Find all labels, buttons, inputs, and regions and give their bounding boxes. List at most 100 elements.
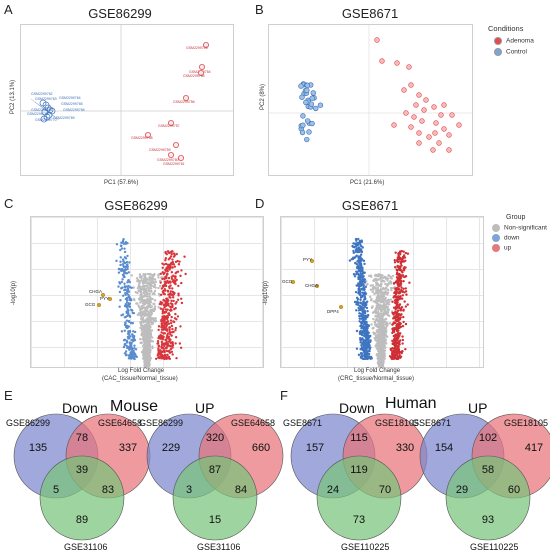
- volcano-point-nonsig: [369, 274, 372, 277]
- pca-b-point-control: [309, 95, 315, 101]
- volcano-point-up: [178, 260, 181, 263]
- venn-region-a: 229: [161, 442, 181, 454]
- volcano-point-up: [171, 258, 174, 261]
- venn-circle-c: [445, 455, 531, 541]
- volcano-point-nonsig: [389, 286, 393, 290]
- volcano-point-up: [171, 287, 174, 290]
- volcano-point-nonsig: [384, 322, 387, 326]
- volcano-point-nonsig: [376, 286, 379, 289]
- volcano-point-down: [353, 275, 357, 278]
- volcano-point-up: [164, 304, 168, 308]
- volcano-point-nonsig: [389, 280, 392, 283]
- volcano-point-up: [172, 255, 176, 258]
- volcano-point-up: [169, 305, 172, 308]
- volcano-point-up: [168, 286, 171, 290]
- volcano-point-nonsig: [145, 318, 149, 321]
- volcano-point-up: [158, 356, 161, 359]
- volcano-point-down: [132, 339, 135, 343]
- volcano-point-nonsig: [386, 322, 389, 325]
- volcano-point-up: [170, 277, 174, 281]
- volcano-point-up: [389, 355, 393, 359]
- pca-b-point-adenoma: [421, 107, 427, 113]
- volcano-point-nonsig: [134, 291, 137, 294]
- volcano-point-nonsig: [374, 314, 378, 318]
- pca-a-blue-leader: [46, 110, 60, 121]
- volcano-point-nonsig: [146, 285, 149, 289]
- venn-region-b: 330: [395, 442, 415, 454]
- pca-a-label-red: GSM2299756: [173, 100, 195, 104]
- legend-group: Group Non-significant down up: [492, 214, 547, 254]
- volcano-point-down: [355, 284, 358, 287]
- volcano-point-up: [184, 272, 187, 276]
- volcano-point-down: [121, 241, 124, 244]
- volcano-point-down: [128, 315, 132, 318]
- legend-item-adenoma: Adenoma: [494, 37, 534, 45]
- volcano-point-up: [396, 357, 400, 361]
- pca-b-point-adenoma: [446, 147, 452, 153]
- volcano-point-down: [125, 319, 129, 322]
- venn-set-label: GSE86299: [6, 418, 51, 428]
- volcano-point-nonsig: [138, 275, 142, 279]
- volcano-point-nonsig: [147, 299, 151, 302]
- volcano-point-nonsig: [377, 304, 380, 307]
- volcano-point-nonsig: [153, 272, 156, 276]
- volcano-point-nonsig: [389, 298, 393, 301]
- volcano-point-nonsig: [375, 283, 379, 286]
- volcano-point-down: [355, 273, 358, 276]
- volcano-annotation-dpp4: DPP4: [327, 309, 339, 314]
- volcano-point-nonsig: [149, 283, 152, 287]
- volcano-point-down: [130, 341, 133, 345]
- volcano-point-up: [165, 276, 168, 280]
- volcano-point-up: [173, 265, 177, 268]
- volcano-point-up: [170, 299, 173, 303]
- volcano-point-up: [156, 341, 160, 345]
- volcano-point-up: [169, 308, 172, 312]
- volcano-point-nonsig: [382, 306, 386, 310]
- volcano-point-down: [127, 271, 131, 274]
- volcano-point-down: [359, 282, 362, 286]
- volcano-point-nonsig: [136, 278, 140, 282]
- volcano-point-nonsig: [153, 307, 156, 310]
- volcano-point-down: [355, 347, 359, 350]
- volcano-point-down: [362, 354, 365, 357]
- venn-direction-title: UP: [195, 400, 215, 416]
- volcano-point-up: [394, 308, 397, 311]
- volcano-point-up: [163, 311, 166, 314]
- volcano-point-down: [357, 309, 361, 312]
- volcano-point-nonsig: [139, 291, 143, 294]
- volcano-point-down: [359, 263, 363, 267]
- venn-region-ab: 78: [75, 432, 89, 444]
- volcano-point-up: [170, 315, 173, 319]
- volcano-point-nonsig: [132, 286, 135, 289]
- volcano-point-annotated: [107, 296, 112, 301]
- volcano-point-nonsig: [151, 297, 154, 301]
- pca-b-point-control: [306, 129, 312, 135]
- volcano-point-up: [397, 351, 401, 354]
- legend-conditions-title: Conditions: [488, 24, 524, 33]
- volcano-point-up: [159, 336, 163, 340]
- volcano-point-down: [366, 337, 369, 341]
- volcano-point-up: [398, 278, 401, 281]
- volcano-point-up: [169, 290, 173, 293]
- volcano-point-nonsig: [378, 283, 382, 287]
- volcano-point-nonsig: [369, 295, 372, 299]
- volcano-point-up: [168, 328, 171, 332]
- volcano-point-down: [362, 306, 365, 310]
- volcano-point-nonsig: [143, 274, 147, 278]
- volcano-point-up: [167, 312, 170, 315]
- volcano-point-nonsig: [142, 328, 145, 332]
- volcano-point-up: [161, 350, 165, 353]
- volcano-point-up: [394, 251, 397, 254]
- volcano-point-nonsig: [384, 334, 388, 337]
- volcano-point-down: [124, 291, 127, 295]
- volcano-point-down: [360, 307, 363, 311]
- volcano-point-up: [404, 305, 408, 308]
- volcano-point-up: [393, 321, 397, 325]
- volcano-point-nonsig: [383, 297, 386, 301]
- volcano-point-up: [156, 339, 160, 343]
- volcano-point-up: [400, 351, 403, 355]
- pca-b-point-adenoma: [431, 104, 437, 110]
- volcano-point-down: [123, 323, 127, 327]
- volcano-point-up: [174, 342, 177, 345]
- volcano-point-up: [171, 303, 174, 306]
